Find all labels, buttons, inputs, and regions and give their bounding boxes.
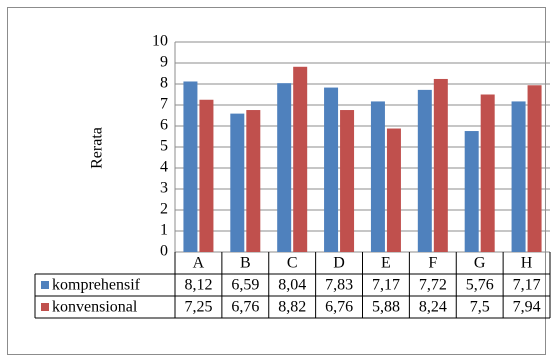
bar-konvensional-C	[293, 66, 308, 252]
x-tick-label: C	[287, 255, 298, 272]
bars	[183, 66, 542, 253]
y-tick-label: 4	[160, 159, 168, 176]
y-tick-label: 6	[160, 117, 168, 134]
bar-komprehensif-G	[464, 131, 479, 252]
y-tick-label: 3	[160, 180, 168, 197]
bar-konvensional-G	[480, 94, 495, 252]
bar-konvensional-A	[199, 99, 214, 252]
x-tick-label: A	[193, 255, 205, 272]
y-tick-label: 5	[160, 138, 168, 155]
bar-komprehensif-F	[417, 89, 432, 252]
data-value-label: 7,17	[513, 277, 541, 294]
x-tick-label: G	[474, 255, 486, 272]
x-tick-label: H	[521, 255, 533, 272]
legend-label: konvensional	[52, 299, 138, 316]
bar-konvensional-F	[433, 78, 448, 253]
x-tick-label: F	[428, 255, 437, 272]
data-value-label: 8,24	[419, 299, 447, 316]
x-tick-label: E	[381, 255, 391, 272]
x-tick-label: D	[333, 255, 345, 272]
data-value-label: 7,72	[419, 277, 447, 294]
data-value-label: 6,76	[325, 299, 353, 316]
bar-komprehensif-D	[324, 87, 339, 252]
data-value-label: 8,82	[278, 299, 306, 316]
y-tick-label: 1	[160, 222, 168, 239]
data-value-label: 7,83	[325, 277, 353, 294]
data-value-label: 8,12	[184, 277, 212, 294]
bar-komprehensif-H	[511, 101, 526, 253]
data-value-label: 5,88	[372, 299, 400, 316]
axes: 0 1 2 3 4 5 6 7 8 9 10	[152, 33, 176, 260]
data-value-label: 7,25	[184, 299, 212, 316]
data-value-label: 7,94	[513, 299, 541, 316]
data-value-label: 6,59	[231, 277, 259, 294]
bar-konvensional-D	[340, 110, 355, 252]
bar-konvensional-E	[386, 128, 401, 252]
y-tick-label: 10	[152, 33, 168, 50]
y-axis-label: Rerata	[89, 127, 106, 169]
y-tick-label: 7	[160, 96, 168, 113]
bar-komprehensif-A	[183, 81, 198, 252]
y-tick-label: 0	[160, 243, 168, 260]
data-value-label: 5,76	[466, 277, 494, 294]
y-tick-label: 9	[160, 54, 168, 71]
data-value-label: 8,04	[278, 277, 306, 294]
y-tick-label: 2	[160, 201, 168, 218]
y-tick-label: 8	[160, 75, 168, 92]
legend-key-komprehensif	[41, 281, 49, 289]
bar-komprehensif-B	[230, 113, 245, 252]
bar-konvensional-H	[527, 85, 542, 252]
data-value-label: 7,5	[470, 299, 490, 316]
data-value-label: 7,17	[372, 277, 400, 294]
x-tick-label: B	[240, 255, 251, 272]
data-value-label: 6,76	[231, 299, 259, 316]
legend-label: komprehensif	[52, 277, 141, 294]
bar-konvensional-B	[246, 110, 261, 252]
bar-komprehensif-C	[277, 83, 292, 252]
legend-key-konvensional	[41, 303, 49, 311]
bar-komprehensif-E	[370, 101, 385, 253]
